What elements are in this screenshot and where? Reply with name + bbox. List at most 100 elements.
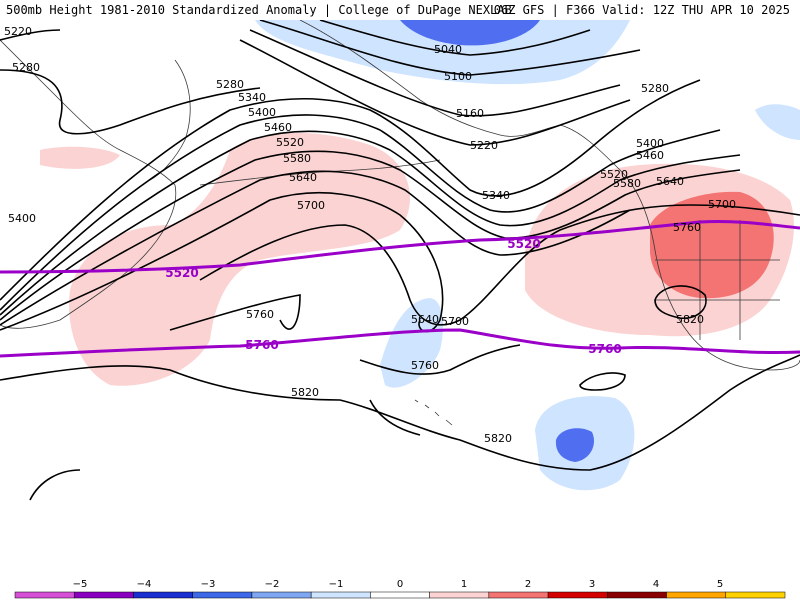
contour-label: 5400: [8, 212, 36, 225]
contour-label: 5520: [276, 136, 304, 149]
legend-tick-label: 1: [461, 579, 467, 590]
title-bar: 500mb Height 1981-2010 Standardized Anom…: [0, 0, 800, 20]
thickness-5760: [0, 328, 800, 358]
contour-5100: [259, 20, 641, 76]
contour-5640: [0, 191, 444, 333]
thickness-5520: [0, 220, 800, 274]
thickness-labels: 5520 5520 5760 5760: [165, 237, 621, 356]
color-scale-legend: −5 −4 −3 −2 −1 0 1 2 3 4 5: [14, 579, 786, 599]
contour-label: 5640: [289, 171, 317, 184]
contour-label: 5760: [673, 221, 701, 234]
contour-5460: [0, 130, 741, 316]
legend-tick-label: −5: [73, 579, 88, 590]
contour-label: 5760: [411, 359, 439, 372]
model-run-info: 06Z GFS | F366 Valid: 12Z THU APR 10 202…: [493, 3, 790, 17]
legend-swatch: [488, 591, 549, 599]
contour-5280-nw: [0, 69, 261, 135]
contour-label: 5520: [600, 168, 628, 181]
thickness-label: 5520: [507, 237, 540, 251]
contour-south: [29, 399, 421, 501]
contour-5160: [249, 29, 621, 117]
legend-swatch: [370, 591, 430, 599]
legend-tick-label: −3: [201, 579, 216, 590]
contour-label: 5220: [4, 25, 32, 38]
contour-label: 5580: [613, 177, 641, 190]
contour-5700: [199, 204, 800, 326]
legend-swatch: [547, 591, 608, 599]
contour-5820: [0, 354, 800, 471]
legend-swatch: [133, 591, 193, 599]
contour-label: 5820: [291, 386, 319, 399]
contour-label: 5640: [656, 175, 684, 188]
kamchatka-coastline: [149, 59, 191, 181]
contour-label: 5460: [264, 121, 292, 134]
negative-anomaly-north-core: [400, 20, 540, 46]
positive-anomaly-east-core: [650, 191, 774, 299]
legend-tick-label: 2: [525, 579, 531, 590]
contour-5400: [0, 114, 721, 311]
contour-labels: 5220528052805400534054005460552055805640…: [4, 25, 736, 445]
thickness-label: 5760: [588, 342, 621, 356]
contour-label: 5700: [441, 315, 469, 328]
asia-coastline: [0, 39, 177, 329]
legend-tick-label: −1: [329, 579, 344, 590]
contour-label: 5820: [676, 313, 704, 326]
legend-tick-label: 0: [397, 579, 403, 590]
legend-swatch: [310, 591, 371, 599]
positive-anomaly-west: [69, 132, 411, 386]
contour-label: 5280: [216, 78, 244, 91]
contour-label: 5400: [248, 106, 276, 119]
contour-label: 5160: [456, 107, 484, 120]
contour-label: 5280: [641, 82, 669, 95]
legend-tick-label: 4: [653, 579, 659, 590]
contour-5820-east: [654, 285, 707, 320]
contour-5220: [0, 29, 61, 41]
contour-5520: [0, 150, 741, 321]
legend-color-bar: [14, 591, 786, 599]
contour-label: 5760: [246, 308, 274, 321]
contour-label: 5820: [484, 432, 512, 445]
contour-label: 5400: [636, 137, 664, 150]
positive-anomaly-nw-spot: [40, 146, 120, 169]
height-anomaly-map: 5220528052805400534054005460552055805640…: [0, 20, 800, 501]
contour-label: 5700: [297, 199, 325, 212]
negative-anomaly-central: [380, 298, 443, 388]
contour-5220-north: [239, 39, 631, 146]
legend-tick-label: 3: [589, 579, 595, 590]
contour-label: 5460: [636, 149, 664, 162]
contour-5340: [0, 79, 701, 301]
contour-5820-island: [579, 372, 626, 391]
thickness-label: 5760: [245, 338, 278, 352]
contour-label: 5040: [434, 43, 462, 56]
legend-swatch: [666, 591, 727, 599]
contour-label: 5220: [470, 139, 498, 152]
contour-label: 5580: [283, 152, 311, 165]
contour-label: 5700: [708, 198, 736, 211]
thickness-label: 5520: [165, 266, 198, 280]
legend-tick-labels: −5 −4 −3 −2 −1 0 1 2 3 4 5: [73, 579, 724, 590]
contour-5040: [319, 20, 591, 56]
thickness-lines: [0, 220, 800, 358]
anomaly-shading: [40, 20, 800, 491]
legend-swatch: [607, 591, 667, 599]
negative-anomaly-ne: [755, 104, 800, 140]
contour-label: 5340: [238, 91, 266, 104]
legend-swatch: [251, 591, 312, 599]
legend-tick-label: −2: [265, 579, 280, 590]
legend-swatch: [429, 591, 490, 599]
contour-5760: [169, 294, 521, 375]
contour-label: 5100: [444, 70, 472, 83]
alaska-coastline: [299, 20, 800, 371]
contour-label: 5640: [411, 313, 439, 326]
hawaii-islands: [414, 399, 453, 426]
legend-swatch: [725, 591, 786, 599]
contour-label: 5340: [482, 189, 510, 202]
us-border-lines: [655, 220, 780, 340]
negative-anomaly-south-core: [555, 428, 595, 462]
legend-tick-label: −4: [137, 579, 152, 590]
legend-swatch: [14, 591, 75, 599]
height-contours: [0, 20, 800, 501]
legend-swatch: [192, 591, 253, 599]
contour-label: 5280: [12, 61, 40, 74]
legend-tick-label: 5: [717, 579, 723, 590]
